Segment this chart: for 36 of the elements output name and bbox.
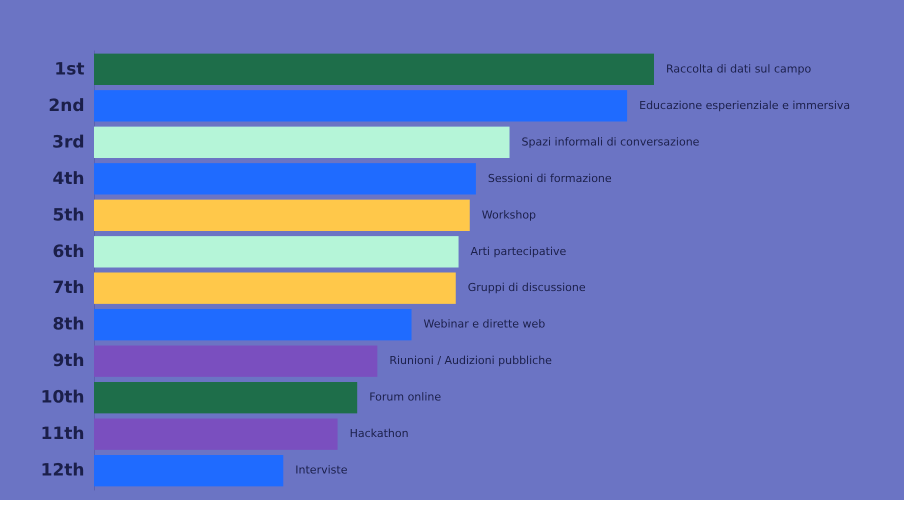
bar — [94, 126, 510, 158]
y-tick-label: 10th — [40, 388, 84, 408]
y-tick-label: 6th — [52, 242, 84, 262]
bar — [94, 200, 470, 231]
bar — [94, 382, 358, 414]
bar — [94, 90, 628, 122]
y-tick-label: 3rd — [52, 132, 84, 152]
annotation: Arti partecipative — [470, 244, 567, 258]
annotation: Gruppi di discussione — [468, 281, 586, 294]
bar — [94, 272, 456, 304]
annotation: Interviste — [295, 464, 348, 477]
annotation: Hackathon — [350, 427, 409, 440]
y-tick-label: 2nd — [48, 96, 84, 116]
bar — [94, 54, 654, 86]
y-tick-label: 8th — [52, 314, 84, 335]
y-tick-label: 11th — [40, 424, 84, 444]
bar — [94, 309, 412, 340]
y-tick-label: 5th — [52, 205, 84, 226]
bar — [94, 454, 284, 486]
bar — [94, 346, 378, 377]
bar — [94, 163, 476, 194]
annotation: Forum online — [369, 390, 442, 404]
annotation: Sessioni di formazione — [488, 172, 612, 185]
y-tick-label: 4th — [52, 168, 84, 189]
annotation: Webinar e dirette web — [424, 318, 546, 331]
y-tick-label: 1st — [54, 59, 84, 80]
annotation: Riunioni / Audizioni pubbliche — [389, 354, 552, 368]
y-tick-label: 7th — [52, 278, 84, 298]
bar — [94, 418, 338, 450]
annotation: Workshop — [482, 208, 536, 222]
y-tick-label: 12th — [40, 460, 84, 481]
annotation: Raccolta di dati sul campo — [666, 62, 812, 76]
bar — [94, 236, 459, 268]
annotation: Spazi informali di conversazione — [522, 135, 700, 148]
annotation: Educazione esperienziale e immersiva — [639, 98, 850, 112]
y-tick-label: 9th — [52, 351, 84, 372]
